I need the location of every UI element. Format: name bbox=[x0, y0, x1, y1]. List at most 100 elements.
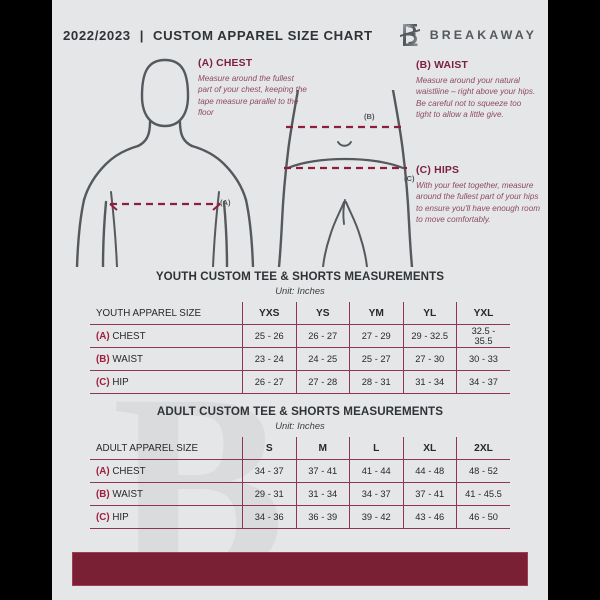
adult-row-waist-label: (B) WAIST bbox=[90, 482, 243, 506]
youth-size-col-5: YXL bbox=[456, 302, 510, 325]
youth-chest-yxs: 25 - 26 bbox=[242, 324, 297, 348]
youth-table-unit: Unit: Inches bbox=[275, 285, 325, 296]
header-season: 2022/2023 bbox=[62, 27, 131, 43]
table-row: (C) HIP 34 - 36 36 - 39 39 - 42 43 - 46 … bbox=[90, 505, 510, 529]
table-row: (A) CHEST 34 - 37 37 - 41 41 - 44 44 - 4… bbox=[90, 459, 510, 483]
callout-waist: (B) WAIST Measure around your natural wa… bbox=[416, 60, 538, 121]
adult-hip-m: 36 - 39 bbox=[295, 505, 350, 529]
adult-chest-xl: 44 - 48 bbox=[402, 459, 457, 483]
row-name: WAIST bbox=[112, 488, 144, 500]
youth-waist-yxs: 23 - 24 bbox=[242, 347, 297, 371]
row-name: CHEST bbox=[112, 465, 146, 477]
adult-hip-2xl: 46 - 50 bbox=[456, 505, 510, 529]
adult-hip-l: 39 - 42 bbox=[349, 505, 404, 529]
human-lower-body-front-icon bbox=[277, 90, 414, 267]
youth-table-header-row: YOUTH APPAREL SIZE YXS YS YM YL YXL bbox=[90, 302, 510, 325]
row-marker: (B) bbox=[96, 488, 110, 500]
header-title: CUSTOM APPAREL SIZE CHART bbox=[153, 27, 373, 43]
adult-chest-s: 34 - 37 bbox=[242, 459, 297, 483]
hips-marker-label: (C) bbox=[404, 174, 415, 183]
header-separator: | bbox=[139, 27, 145, 43]
youth-hip-yxl: 34 - 37 bbox=[456, 370, 510, 394]
row-marker: (C) bbox=[96, 511, 110, 523]
table-row: (A) CHEST 25 - 26 26 - 27 27 - 29 29 - 3… bbox=[90, 324, 510, 348]
youth-size-col-1: YXS bbox=[242, 302, 297, 325]
youth-size-col-3: YM bbox=[349, 302, 404, 325]
adult-size-col-1: S bbox=[242, 437, 297, 460]
youth-table-title: YOUTH CUSTOM TEE & SHORTS MEASUREMENTS bbox=[155, 270, 445, 283]
table-row: (B) WAIST 23 - 24 24 - 25 25 - 27 27 - 3… bbox=[90, 347, 510, 371]
youth-chest-yl: 29 - 32.5 bbox=[402, 324, 457, 348]
youth-chest-yxl: 32.5 - 35.5 bbox=[456, 324, 510, 348]
youth-table-body: YOUTH APPAREL SIZE YXS YS YM YL YXL (A) … bbox=[90, 302, 510, 394]
adult-table-unit: Unit: Inches bbox=[275, 420, 325, 431]
breakaway-b-monogram-icon bbox=[399, 24, 420, 46]
chest-measure-arrows bbox=[109, 203, 221, 211]
page-header: 2022/2023 | CUSTOM APPAREL SIZE CHART BREA… bbox=[52, 18, 548, 52]
row-name: HIP bbox=[112, 376, 129, 388]
adult-size-col-2: M bbox=[295, 437, 350, 460]
chest-marker-label: (A) bbox=[220, 198, 231, 207]
youth-size-col-2: YS bbox=[295, 302, 350, 325]
callout-hips: (C) HIPS With your feet together, measur… bbox=[416, 165, 542, 226]
table-row: (C) HIP 26 - 27 27 - 28 28 - 31 31 - 34 … bbox=[90, 370, 510, 394]
youth-size-table: YOUTH APPAREL SIZE YXS YS YM YL YXL (A) … bbox=[90, 302, 510, 394]
human-torso-front-icon bbox=[75, 58, 255, 267]
youth-row-chest-label: (A) CHEST bbox=[90, 324, 243, 348]
adult-size-col-5: 2XL bbox=[456, 437, 510, 460]
callout-chest-body: Measure around the fullest part of your … bbox=[198, 74, 307, 118]
adult-chest-l: 41 - 44 bbox=[349, 459, 404, 483]
adult-hip-s: 34 - 36 bbox=[242, 505, 297, 529]
row-name: HIP bbox=[112, 511, 129, 523]
adult-table-body: ADULT APPAREL SIZE S M L XL 2XL (A) CHES… bbox=[90, 437, 510, 529]
youth-waist-yxl: 30 - 33 bbox=[456, 347, 510, 371]
adult-row-hip-label: (C) HIP bbox=[90, 505, 243, 529]
youth-hip-ym: 28 - 31 bbox=[349, 370, 404, 394]
callout-hips-body: With your feet together, measure around … bbox=[416, 181, 540, 225]
adult-table-title: ADULT CUSTOM TEE & SHORTS MEASUREMENTS bbox=[156, 405, 444, 418]
youth-waist-ym: 25 - 27 bbox=[349, 347, 404, 371]
youth-waist-ys: 24 - 25 bbox=[295, 347, 350, 371]
adult-measurements-section: ADULT CUSTOM TEE & SHORTS MEASUREMENTS U… bbox=[52, 405, 548, 529]
youth-chest-ys: 26 - 27 bbox=[295, 324, 350, 348]
youth-hip-yl: 31 - 34 bbox=[402, 370, 457, 394]
adult-waist-m: 31 - 34 bbox=[295, 482, 350, 506]
row-name: CHEST bbox=[112, 330, 146, 342]
adult-row-chest-label: (A) CHEST bbox=[90, 459, 243, 483]
brand-lockup: BREAKAWAY bbox=[399, 22, 537, 48]
adult-size-col-3: L bbox=[349, 437, 404, 460]
adult-chest-m: 37 - 41 bbox=[295, 459, 350, 483]
callout-chest: (A) CHEST Measure around the fullest par… bbox=[198, 58, 308, 119]
row-marker: (C) bbox=[96, 376, 110, 388]
footer-bar bbox=[72, 552, 528, 586]
youth-waist-yl: 27 - 30 bbox=[402, 347, 457, 371]
youth-hip-ys: 27 - 28 bbox=[295, 370, 350, 394]
youth-row-waist-label: (B) WAIST bbox=[90, 347, 243, 371]
callout-waist-title: (B) WAIST bbox=[416, 60, 469, 71]
youth-measurements-section: YOUTH CUSTOM TEE & SHORTS MEASUREMENTS U… bbox=[52, 270, 548, 394]
adult-waist-2xl: 41 - 45.5 bbox=[456, 482, 510, 506]
row-name: WAIST bbox=[112, 353, 144, 365]
adult-size-table: ADULT APPAREL SIZE S M L XL 2XL (A) CHES… bbox=[90, 437, 510, 529]
youth-size-col-4: YL bbox=[402, 302, 457, 325]
callout-chest-title: (A) CHEST bbox=[198, 58, 253, 69]
row-marker: (A) bbox=[96, 330, 110, 342]
callout-hips-title: (C) HIPS bbox=[416, 165, 460, 176]
waist-marker-label: (B) bbox=[364, 112, 375, 121]
adult-size-col-4: XL bbox=[402, 437, 457, 460]
youth-chest-ym: 27 - 29 bbox=[349, 324, 404, 348]
measurement-illustrations: (A) (B) (C) bbox=[52, 52, 548, 267]
adult-waist-l: 34 - 37 bbox=[349, 482, 404, 506]
table-row: (B) WAIST 29 - 31 31 - 34 34 - 37 37 - 4… bbox=[90, 482, 510, 506]
adult-size-label: ADULT APPAREL SIZE bbox=[90, 437, 243, 460]
youth-row-hip-label: (C) HIP bbox=[90, 370, 243, 394]
adult-waist-xl: 37 - 41 bbox=[402, 482, 457, 506]
row-marker: (A) bbox=[96, 465, 110, 477]
header-title-line: 2022/2023 | CUSTOM APPAREL SIZE CHART bbox=[63, 28, 373, 43]
adult-table-header-row: ADULT APPAREL SIZE S M L XL 2XL bbox=[90, 437, 510, 460]
adult-hip-xl: 43 - 46 bbox=[402, 505, 457, 529]
youth-hip-yxs: 26 - 27 bbox=[242, 370, 297, 394]
adult-waist-s: 29 - 31 bbox=[242, 482, 297, 506]
adult-chest-2xl: 48 - 52 bbox=[456, 459, 510, 483]
size-chart-page: B 2022/2023 | CUSTOM APPAREL SIZE CHART BR… bbox=[52, 0, 548, 600]
